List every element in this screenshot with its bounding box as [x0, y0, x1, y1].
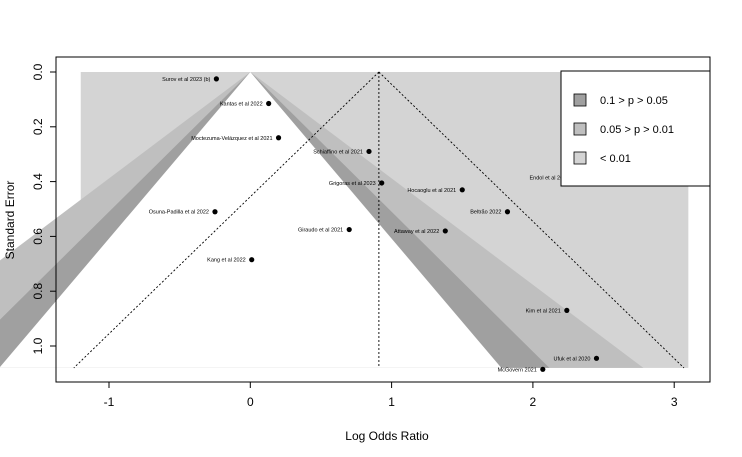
study-label: Beltrão 2022 — [470, 210, 501, 216]
study-label: Endol et al 2021 — [530, 175, 570, 181]
x-tick-label: -1 — [104, 395, 115, 409]
y-tick-label: 0.4 — [31, 173, 45, 190]
study-point — [379, 180, 385, 186]
study-label: Kantas et al 2022 — [220, 102, 263, 108]
funnel-right-boundary — [378, 71, 685, 369]
x-tick-label: 1 — [388, 395, 395, 409]
study-label: Osuna-Padilla et al 2022 — [149, 210, 209, 216]
x-tick-label: 2 — [530, 395, 537, 409]
study-point — [366, 148, 372, 155]
study-point — [459, 187, 465, 193]
y-tick-label: 0.6 — [31, 228, 45, 245]
study-label: Surov et al 2023 (b) — [162, 77, 210, 83]
x-tick-label: 0 — [247, 395, 254, 409]
study-point — [442, 228, 448, 234]
study-point — [249, 257, 255, 263]
study-point — [540, 366, 546, 372]
study-label: Ufuk et al 2020 — [553, 356, 590, 362]
study-label: Attaway et al 2022 — [394, 229, 439, 235]
study-point — [564, 307, 570, 313]
study-point — [212, 209, 218, 215]
study-label: Grigoras et al 2023 — [329, 181, 376, 187]
x-tick-label: 3 — [671, 395, 678, 409]
y-axis-label: Standard Error — [3, 181, 17, 260]
study-point — [266, 100, 272, 107]
study-label: Moctezuma-Velázquez et al 2021 — [191, 136, 272, 142]
study-label: McGovern 2021 — [498, 367, 537, 373]
funnel-left-boundary — [73, 71, 380, 369]
legend-swatch-p001 — [573, 151, 587, 165]
study-point — [346, 226, 352, 233]
legend-label-p001: < 0.01 — [600, 153, 631, 165]
study-point — [504, 209, 511, 215]
legend-swatch-p005 — [573, 122, 587, 136]
study-point — [275, 135, 282, 141]
y-tick-label: 0.0 — [31, 63, 45, 80]
study-label: Hocaoglu et al 2021 — [407, 188, 456, 194]
legend-label-p005: 0.05 > p > 0.01 — [600, 124, 674, 136]
y-tick-label: 0.8 — [31, 283, 45, 300]
x-axis: -1 0 1 2 3 — [104, 381, 678, 409]
study-label: Schiaffino et al 2021 — [313, 149, 363, 155]
y-axis: 0.0 0.2 0.4 0.6 0.8 1.0 — [31, 63, 57, 354]
legend-label-p01: 0.1 > p > 0.05 — [600, 95, 668, 107]
contour-nonsignificant-region — [0, 72, 502, 368]
y-tick-label: 0.2 — [31, 118, 45, 135]
x-axis-label: Log Odds Ratio — [345, 429, 429, 443]
study-point — [213, 76, 219, 82]
y-tick-label: 1.0 — [31, 337, 45, 354]
funnel-guides — [73, 71, 685, 369]
legend-swatch-p01 — [573, 93, 587, 107]
study-label: Kim et al 2021 — [526, 308, 561, 314]
study-point — [593, 355, 600, 361]
study-points: Surov et al 2023 (b) Kantas et al 2022 Moc… — [149, 76, 600, 373]
study-label: Giraudo et al 2021 — [298, 228, 343, 234]
legend: 0.1 > p > 0.05 0.05 > p > 0.01 < 0.01 — [560, 70, 711, 187]
study-label: Kang et al 2022 — [207, 258, 246, 264]
